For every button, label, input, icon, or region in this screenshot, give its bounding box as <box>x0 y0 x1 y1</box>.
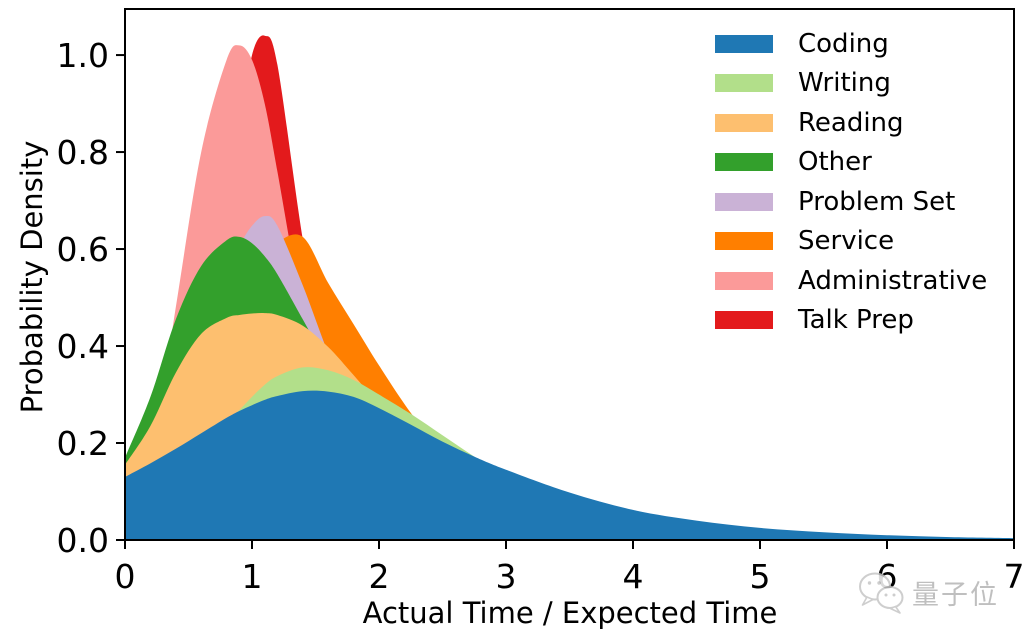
legend-swatch-coding <box>715 34 773 53</box>
x-tick-label: 1 <box>242 557 263 596</box>
legend-swatch-reading <box>715 113 773 132</box>
y-axis-label: Probability Density <box>15 140 49 414</box>
y-tick-label: 0.6 <box>57 230 109 269</box>
y-tick-label: 0.8 <box>57 133 109 172</box>
area-coding <box>125 390 1014 540</box>
plot-frame <box>124 8 1015 541</box>
legend-swatch-problem-set <box>715 192 773 211</box>
density-areas <box>125 35 1014 540</box>
legend-item-talk-prep: Talk Prep <box>715 301 987 341</box>
legend-item-service: Service <box>715 222 987 262</box>
y-axis-ticks: 0.0 0.2 0.4 0.6 0.8 1.0 <box>57 36 125 560</box>
legend-label-talk-prep: Talk Prep <box>798 305 914 336</box>
legend-item-reading: Reading <box>715 103 987 143</box>
y-tick-label: 0.2 <box>57 424 109 463</box>
legend-label-coding: Coding <box>798 28 889 59</box>
legend-item-other: Other <box>715 143 987 183</box>
legend-swatch-writing <box>715 74 773 93</box>
y-tick-label: 0.4 <box>57 327 109 366</box>
legend-swatch-service <box>715 232 773 251</box>
x-tick-label: 3 <box>496 557 517 596</box>
legend-swatch-talk-prep <box>715 311 773 330</box>
y-tick-label: 1.0 <box>57 36 109 75</box>
legend-item-writing: Writing <box>715 64 987 104</box>
x-tick-label: 0 <box>115 557 136 596</box>
x-tick-label: 7 <box>1004 557 1025 596</box>
legend-item-administrative: Administrative <box>715 261 987 301</box>
wechat-icon <box>859 572 904 614</box>
watermark: 量子位 <box>856 570 999 614</box>
legend-label-other: Other <box>798 147 872 178</box>
legend-label-reading: Reading <box>798 107 904 138</box>
legend-label-writing: Writing <box>798 68 891 99</box>
legend-swatch-other <box>715 153 773 172</box>
legend-label-problem-set: Problem Set <box>798 186 956 217</box>
x-axis-label: Actual Time / Expected Time <box>362 596 778 630</box>
legend-swatch-administrative <box>715 271 773 290</box>
watermark-text: 量子位 <box>912 579 999 611</box>
x-tick-label: 2 <box>369 557 390 596</box>
legend-label-administrative: Administrative <box>798 265 988 296</box>
x-tick-label: 4 <box>623 557 644 596</box>
legend-label-service: Service <box>798 226 895 257</box>
legend-item-problem-set: Problem Set <box>715 182 987 222</box>
legend-item-coding: Coding <box>715 24 987 64</box>
x-tick-label: 5 <box>750 557 771 596</box>
y-tick-label: 0.0 <box>57 521 109 560</box>
legend: Coding Writing Reading Other Problem Set… <box>715 24 987 340</box>
